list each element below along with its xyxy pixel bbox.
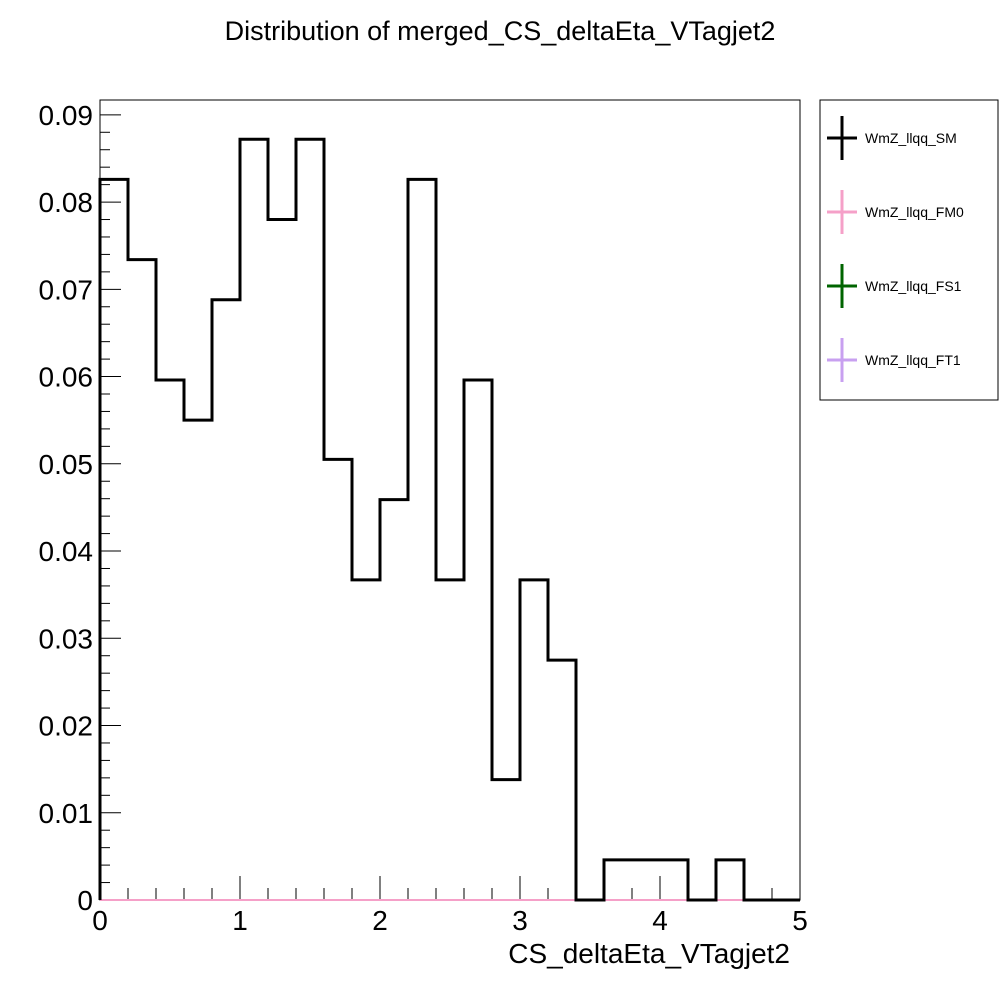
y-tick-label: 0.05 — [39, 449, 94, 480]
legend-label: WmZ_llqq_FT1 — [865, 352, 961, 368]
x-tick-label: 3 — [512, 905, 528, 936]
plot-frame — [99, 99, 801, 901]
y-tick-label: 0.03 — [39, 623, 94, 654]
y-tick-label: 0.07 — [39, 274, 94, 305]
y-tick-label: 0.02 — [39, 711, 94, 742]
x-tick-label: 2 — [372, 905, 388, 936]
y-axis: 0 0.01 0.02 0.03 0.04 0.05 0.06 0.07 0.08 0.09 — [39, 100, 121, 916]
x-tick-label: 1 — [232, 905, 248, 936]
x-axis-label: CS_deltaEta_VTagjet2 — [508, 938, 790, 969]
series-WmZ_llqq_SM — [98, 137, 800, 902]
chart-title: Distribution of merged_CS_deltaEta_VTagj… — [224, 16, 776, 46]
legend-label: WmZ_llqq_FM0 — [865, 204, 964, 220]
series-layer — [98, 137, 800, 902]
y-tick-label: 0.04 — [39, 536, 94, 567]
legend-box — [819, 99, 999, 401]
y-tick-label: 0.06 — [39, 362, 94, 393]
x-tick-label: 5 — [792, 905, 808, 936]
legend: WmZ_llqq_SM WmZ_llqq_FM0 WmZ_llqq_FS1 WmZ_l… — [819, 99, 999, 401]
legend-label: WmZ_llqq_FS1 — [865, 278, 962, 294]
y-tick-label: 0.01 — [39, 798, 94, 829]
y-tick-label: 0 — [77, 885, 93, 916]
legend-label: WmZ_llqq_SM — [865, 130, 957, 146]
x-axis: 0 1 2 3 4 5 — [92, 876, 808, 936]
y-tick-label: 0.08 — [39, 187, 94, 218]
x-tick-label: 4 — [652, 905, 668, 936]
x-tick-label: 0 — [92, 905, 108, 936]
y-tick-label: 0.09 — [39, 100, 94, 131]
